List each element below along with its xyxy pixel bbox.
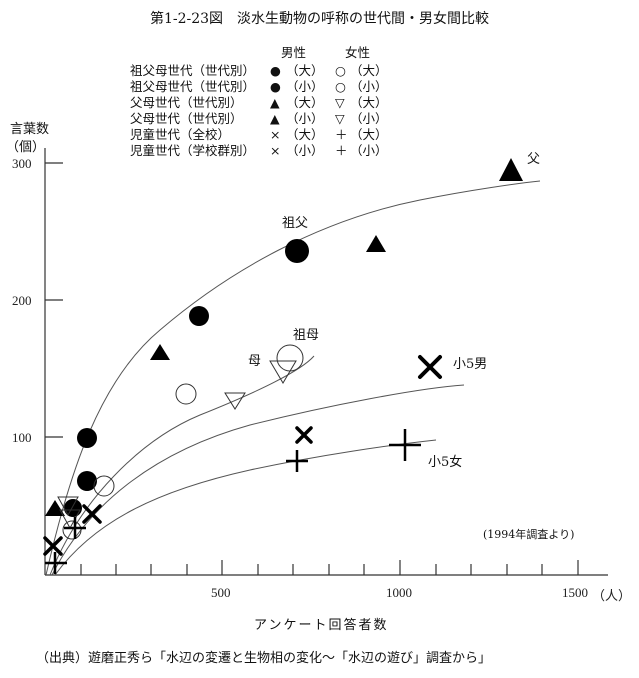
x-tick-label-1000: 1000 [386,585,412,600]
survey-note: (1994年調査より) [483,528,575,541]
open-inv-triangle-marker [57,496,79,517]
size-label: （大） [286,95,324,110]
filled-circle-marker [77,471,97,491]
series-grandmother [62,344,304,540]
open-inverted-triangle-icon: ▽ [335,95,345,110]
open-circle-marker [62,520,82,540]
plus-large-marker [389,429,421,461]
plus-marker [64,517,86,539]
plus-marker [45,552,67,574]
size-label: （小） [286,143,324,158]
series-girls [45,429,421,574]
annotation-sobo: 祖母 [293,328,320,343]
filled-circle-icon: ● [270,63,281,78]
legend-label: 祖父母世代（世代別） [130,63,256,78]
size-label: （大） [286,63,324,78]
chart-title: 第1-2-23図 淡水生動物の呼称の世代間・男女間比較 [149,11,490,27]
open-circle-icon: ○ [335,63,346,78]
open-inv-triangle-large-marker [269,360,297,384]
y-tick-label-200: 200 [12,293,32,308]
size-label: （小） [286,111,324,126]
legend-label: 祖父母世代（世代別） [130,79,256,94]
plus-marker [286,450,308,472]
size-label: （大） [350,63,388,78]
size-label: （小） [350,111,388,126]
legend-label: 父母世代（世代別） [130,95,243,110]
legend-label: 児童世代（全校） [130,127,231,142]
legend-label: 児童世代（学校群別） [130,143,256,158]
filled-triangle-marker [150,344,170,360]
cross-x-icon: × [270,127,281,142]
x-marker [43,536,63,556]
annotation-sofu: 祖父 [282,216,309,231]
filled-circle-marker [64,499,82,517]
x-axis-unit: （人） [592,588,632,603]
legend-header-female: 女性 [345,45,371,60]
open-circle-marker [93,475,115,497]
open-inverted-triangle-icon: ▽ [335,111,345,126]
x-large-marker [418,355,442,379]
annotation-sho5-male: 小5男 [453,357,488,372]
legend-header-male: 男性 [281,45,307,60]
annotation-chichi: 父 [527,152,541,167]
x-marker [295,426,313,444]
size-label: （大） [350,127,388,142]
curve-boy [51,384,465,576]
legend-row: 児童世代（全校） × （大） ＋ （大） [130,127,388,143]
size-label: （小） [350,79,388,94]
curve-mother [49,355,315,576]
y-axis-unit: （個） [6,140,46,155]
size-label: （大） [350,95,388,110]
filled-triangle-large-marker [499,158,523,181]
x-marker [82,504,102,524]
plus-icon: ＋ [335,127,348,142]
filled-triangle-marker [366,235,386,252]
filled-triangle-icon: ▲ [270,111,280,126]
axes [44,148,608,576]
legend-row: 父母世代（世代別） ▲ （小） ▽ （小） [130,111,388,127]
size-label: （大） [286,127,324,142]
legend-label: 父母世代（世代別） [130,111,243,126]
y-axis-label: 言葉数 [10,122,50,137]
size-label: （小） [350,143,388,158]
annotation-haha: 母 [248,354,262,369]
x-tick-label-1500: 1500 [562,585,588,600]
legend-row: 祖父母世代（世代別） ● （大） ○ （大） [130,63,388,79]
annotation-sho5-female: 小5女 [428,455,463,470]
x-axis-label: アンケート回答者数 [254,618,389,633]
filled-circle-marker [77,428,97,448]
size-label: （小） [286,79,324,94]
y-tick-label-300: 300 [12,156,32,171]
y-tick-label-100: 100 [12,430,32,445]
series-grandfather [64,239,309,517]
legend-row: 祖父母世代（世代別） ● （小） ○ （小） [130,79,388,95]
filled-circle-large-marker [285,239,309,263]
open-circle-icon: ○ [335,79,346,94]
series-boys [43,355,442,556]
legend-row: 児童世代（学校群別） × （小） ＋ （小） [130,143,388,159]
series-father [45,158,523,516]
filled-triangle-icon: ▲ [270,95,280,110]
plus-icon: ＋ [335,143,348,158]
legend-row: 父母世代（世代別） ▲ （大） ▽ （大） [130,95,388,111]
filled-circle-marker [189,306,209,326]
cross-x-icon: × [270,143,281,158]
open-inv-triangle-marker [224,392,246,410]
open-circle-large-marker [276,344,304,372]
filled-triangle-marker [45,500,65,516]
curve-girl [54,439,437,576]
x-tick-label-500: 500 [211,585,231,600]
source-note: （出典）遊磨正秀ら「水辺の変遷と生物相の変化～「水辺の遊び」調査から」 [36,651,492,666]
filled-circle-icon: ● [270,79,281,94]
open-circle-marker [175,383,197,405]
